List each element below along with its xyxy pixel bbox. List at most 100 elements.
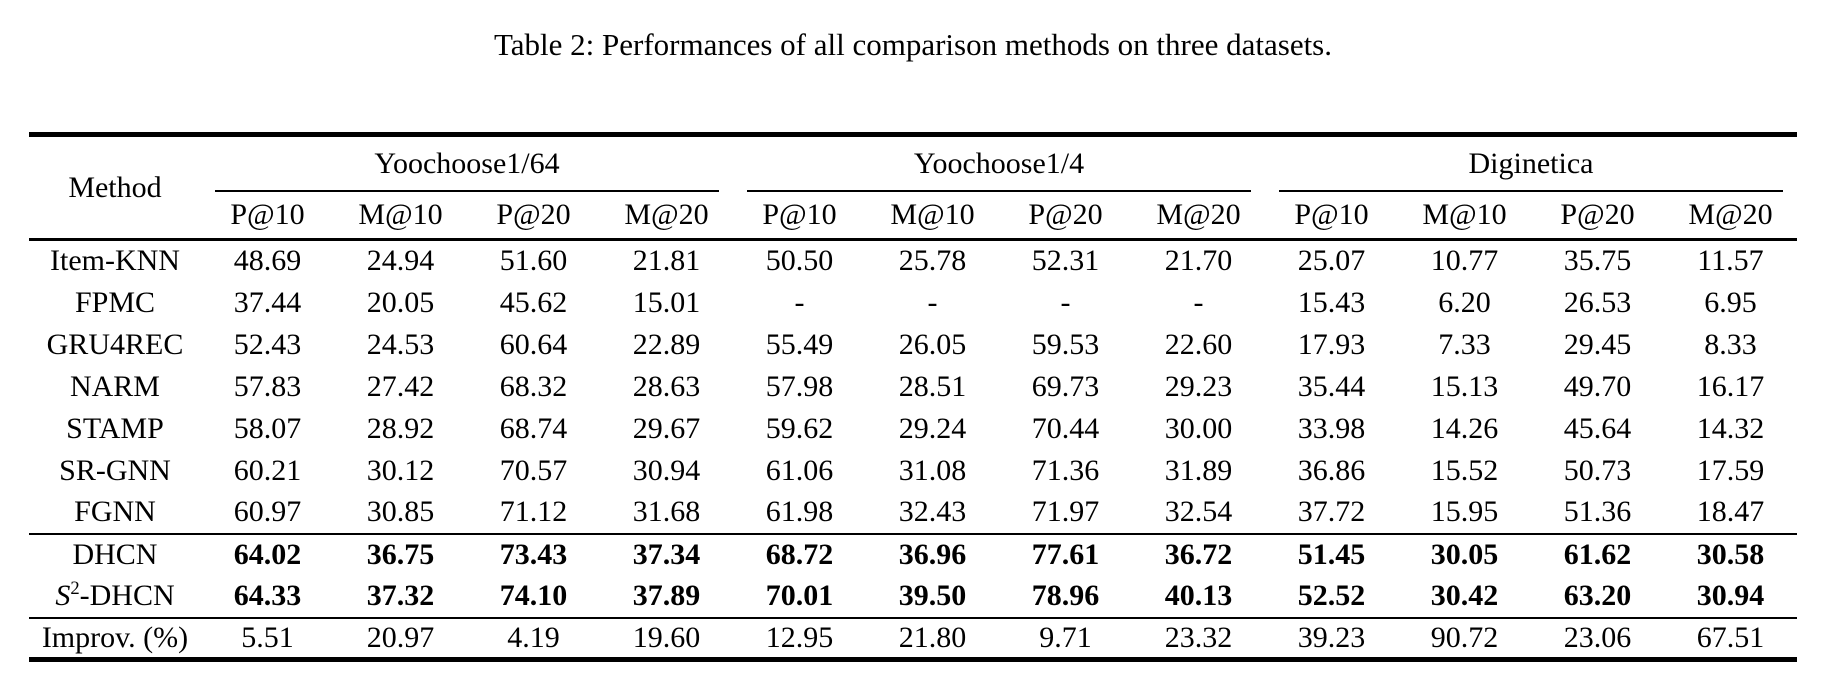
method-name: GRU4REC	[29, 324, 201, 366]
metric-value: 8.33	[1704, 327, 1757, 361]
metric-value: 63.20	[1563, 579, 1632, 612]
table-row: Improv. (%) 5.51 20.97 4.19 19.60 12.95 21.80 9…	[28, 616, 1797, 660]
method-name-part: Item-KNN	[50, 244, 180, 278]
method-name-part: STAMP	[66, 411, 164, 445]
metric-value: 20.05	[366, 285, 435, 319]
dataset-group-header-yoochoose1-4: Yoochoose1/4	[733, 135, 1265, 192]
metric-value: -	[794, 285, 805, 319]
metric-header: M@10	[1397, 191, 1531, 241]
metric-value: 61.62	[1530, 532, 1664, 576]
metric-value: -	[1060, 285, 1071, 319]
metric-value: 29.67	[632, 411, 701, 445]
method-name: STAMP	[29, 408, 201, 450]
metric-value: 5.51	[200, 616, 334, 660]
method-name-part: FGNN	[74, 495, 156, 528]
metric-value: 59.62	[765, 411, 834, 445]
metric-value: 17.59	[1696, 453, 1765, 487]
metric-header: P@10	[732, 191, 866, 241]
metric-value: 26.53	[1563, 285, 1632, 319]
metric-value: 37.34	[599, 532, 733, 576]
metric-value: 31.89	[1164, 453, 1233, 487]
metric-value: 61.98	[765, 495, 834, 528]
metric-value: 35.75	[1563, 244, 1632, 278]
metric-value: 60.21	[233, 453, 302, 487]
metric-value: 59.53	[1031, 327, 1100, 361]
metric-value: 22.60	[1164, 327, 1233, 361]
metric-value: 24.53	[366, 327, 435, 361]
metric-value: 50.50	[765, 244, 834, 278]
metric-value: 30.12	[366, 453, 435, 487]
table-row: SR-GNN 60.21 30.12 70.57 30.94 61.06 31.08 71.3…	[29, 450, 1797, 492]
metric-value: -	[1193, 285, 1204, 319]
metric-value: 57.98	[765, 369, 834, 403]
metric-header: M@10	[333, 191, 467, 241]
metric-value: 6.95	[1704, 285, 1757, 319]
table-row: S2-DHCN 64.33 37.32 74.10 37.89 70.01 39.50 78.…	[29, 576, 1797, 618]
metric-value: 7.33	[1438, 327, 1491, 361]
metric-value: 55.49	[765, 327, 834, 361]
metric-value: 58.07	[233, 411, 302, 445]
metric-value: 33.98	[1297, 411, 1366, 445]
metric-value: 15.13	[1430, 369, 1499, 403]
method-name-part: -DHCN	[79, 579, 175, 612]
metric-value: 27.42	[366, 369, 435, 403]
metric-value: 49.70	[1563, 369, 1632, 403]
table-row: DHCN 64.02 36.75 73.43 37.34 68.72 36.96 77.61 3…	[28, 532, 1797, 576]
metric-value: 30.58	[1663, 532, 1797, 576]
cmidrule	[1278, 189, 1783, 192]
metric-value: 25.78	[898, 244, 967, 278]
metric-value: 36.96	[865, 532, 999, 576]
metric-value: 90.72	[1397, 616, 1531, 660]
metric-value: 30.42	[1430, 579, 1499, 612]
metric-value: 52.31	[1031, 244, 1100, 278]
metric-value: 52.43	[233, 327, 302, 361]
metric-value: 12.95	[732, 616, 866, 660]
metric-value: 61.06	[765, 453, 834, 487]
metric-value: 15.01	[632, 285, 701, 319]
table-row: GRU4REC 52.43 24.53 60.64 22.89 55.49 26.05 59.…	[29, 324, 1797, 366]
metric-value: 20.97	[333, 616, 467, 660]
metric-value: 40.13	[1164, 579, 1233, 612]
metric-value: 64.02	[200, 532, 334, 576]
metric-value: 10.77	[1430, 244, 1499, 278]
method-name-part: NARM	[69, 369, 160, 403]
metric-value: 37.72	[1297, 495, 1366, 528]
metric-header: M@20	[599, 191, 733, 241]
metric-value: 77.61	[998, 532, 1132, 576]
table-caption: Table 2: Performances of all comparison …	[493, 27, 1332, 62]
metric-value: 39.50	[898, 579, 967, 612]
metric-value: 6.20	[1438, 285, 1491, 319]
method-name-part: SR-GNN	[59, 453, 171, 487]
metric-value: 14.26	[1430, 411, 1499, 445]
metric-value: 45.62	[499, 285, 568, 319]
metric-value: 69.73	[1031, 369, 1100, 403]
metric-header: P@10	[200, 191, 334, 241]
metric-value: 51.45	[1264, 532, 1398, 576]
metric-value: 70.44	[1031, 411, 1100, 445]
metric-header: P@20	[1530, 191, 1664, 241]
metric-value: 68.72	[732, 532, 866, 576]
method-name-part: 2	[70, 578, 80, 599]
metric-value: 15.52	[1430, 453, 1499, 487]
metric-value: 37.89	[632, 579, 701, 612]
method-name: S2-DHCN	[29, 576, 201, 618]
metric-value: 30.94	[1696, 579, 1765, 612]
metric-value: 11.57	[1697, 244, 1764, 278]
metric-value: 30.00	[1164, 411, 1233, 445]
metric-value: 39.23	[1264, 616, 1398, 660]
metric-header: M@10	[865, 191, 999, 241]
method-name: NARM	[29, 366, 201, 408]
metric-value: 25.07	[1297, 244, 1366, 278]
metric-value: 29.45	[1563, 327, 1632, 361]
table-row: STAMP 58.07 28.92 68.74 29.67 59.62 29.24 70.44…	[29, 408, 1797, 450]
cmidrule	[746, 189, 1251, 192]
method-name: FGNN	[29, 492, 201, 534]
metric-value: 26.05	[898, 327, 967, 361]
dataset-group-header-yoochoose1-64: Yoochoose1/64	[201, 135, 733, 192]
metric-value: 29.23	[1164, 369, 1233, 403]
metric-value: 70.01	[765, 579, 834, 612]
metric-value: 23.32	[1131, 616, 1265, 660]
method-name-part: Improv. (%)	[41, 620, 189, 654]
method-name: Item-KNN	[29, 240, 201, 282]
